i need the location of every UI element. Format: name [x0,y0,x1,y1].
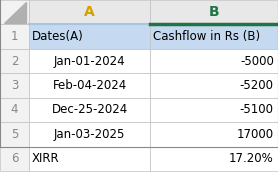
Bar [0,98,29,122]
Text: Dec-25-2024: Dec-25-2024 [51,103,128,116]
Bar [29,49,150,73]
Polygon shape [4,2,26,23]
Bar [0,0,29,24]
Bar [29,24,150,49]
Bar [29,147,150,171]
Text: 3: 3 [11,79,18,92]
Bar [150,0,278,24]
Text: 6: 6 [11,152,18,165]
Bar [0,49,29,73]
Text: XIRR: XIRR [32,152,59,165]
Bar [29,73,150,98]
Bar [150,49,278,73]
Text: 1: 1 [11,30,18,43]
Text: 4: 4 [11,103,18,116]
Text: Dates(A): Dates(A) [32,30,84,43]
Text: -5200: -5200 [240,79,274,92]
Text: A: A [84,5,95,19]
Text: -5000: -5000 [240,55,274,68]
Text: Jan-03-2025: Jan-03-2025 [54,128,125,141]
Text: Feb-04-2024: Feb-04-2024 [53,79,127,92]
Text: 5: 5 [11,128,18,141]
Text: 17000: 17000 [237,128,274,141]
Text: Jan-01-2024: Jan-01-2024 [54,55,125,68]
Bar [29,122,150,147]
Bar [0,73,29,98]
Bar [0,122,29,147]
Text: Cashflow in Rs (B): Cashflow in Rs (B) [153,30,260,43]
Bar [0,24,29,49]
Bar [0,147,29,171]
Text: 2: 2 [11,55,18,68]
Bar [150,147,278,171]
Bar [29,0,150,24]
Text: B: B [209,5,219,19]
Text: -5100: -5100 [240,103,274,116]
Bar [150,73,278,98]
Bar [29,98,150,122]
Bar [150,98,278,122]
Text: 17.20%: 17.20% [229,152,274,165]
Bar [150,24,278,49]
Bar [150,122,278,147]
